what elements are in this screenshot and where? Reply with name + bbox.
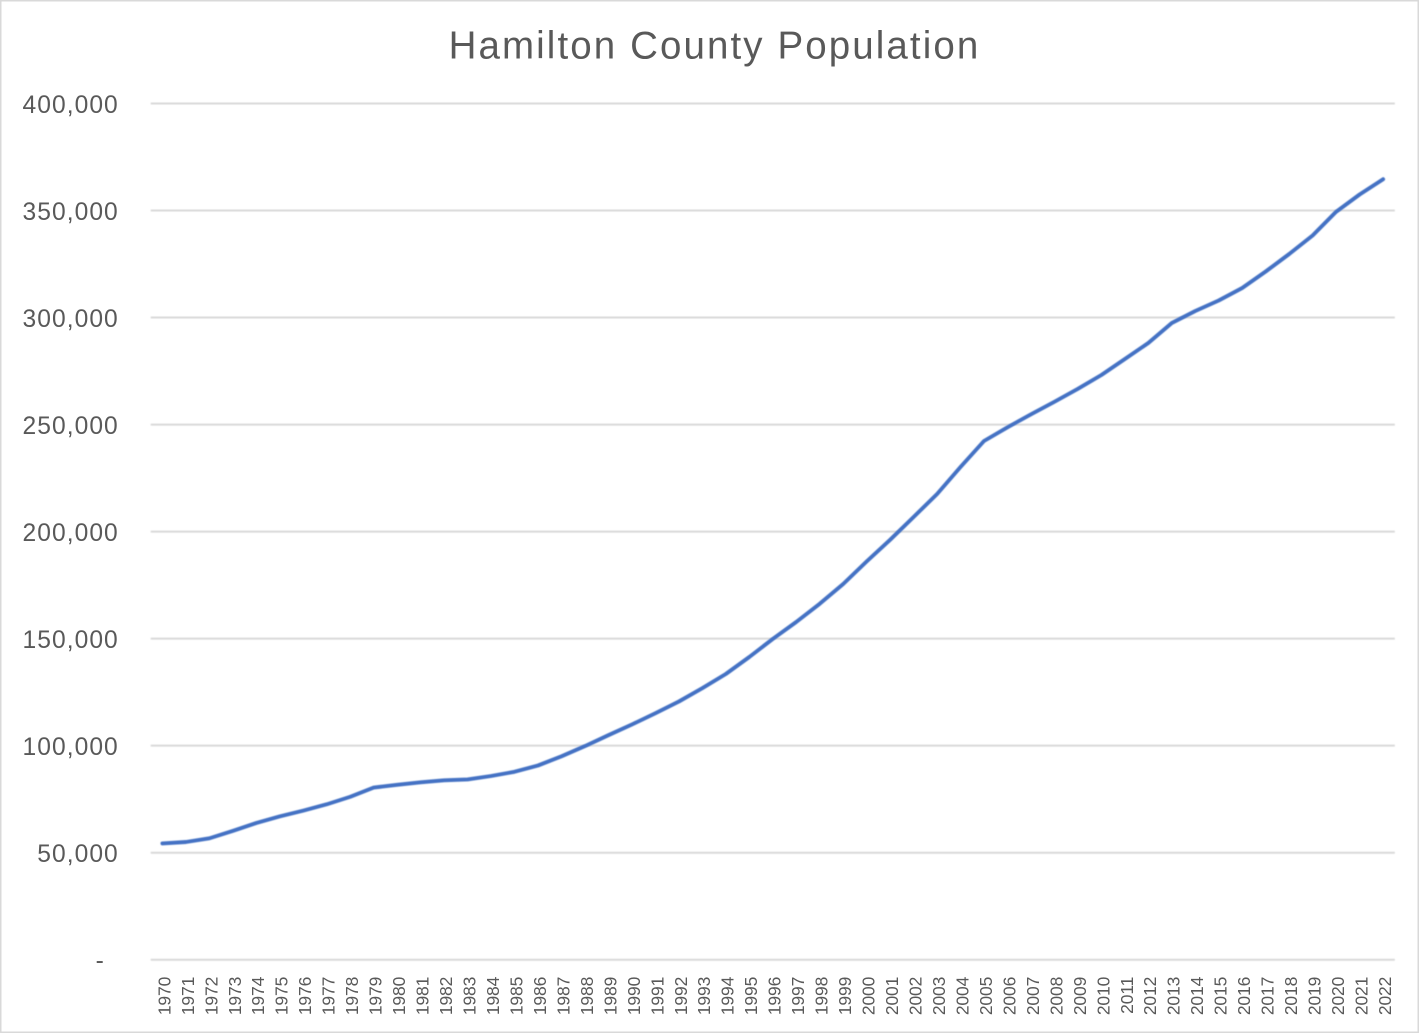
svg-text:Hamilton County Population: Hamilton County Population — [449, 25, 981, 68]
svg-text:2016: 2016 — [1234, 977, 1254, 1015]
svg-text:2006: 2006 — [999, 977, 1019, 1015]
svg-text:1998: 1998 — [812, 977, 832, 1015]
svg-text:1975: 1975 — [272, 977, 292, 1015]
svg-text:1976: 1976 — [295, 977, 315, 1015]
svg-text:1974: 1974 — [248, 976, 268, 1015]
svg-text:1972: 1972 — [201, 977, 221, 1015]
svg-text:1978: 1978 — [342, 977, 362, 1015]
svg-text:1993: 1993 — [694, 977, 714, 1015]
svg-text:2004: 2004 — [952, 976, 972, 1015]
svg-text:150,000: 150,000 — [23, 627, 119, 654]
svg-text:1989: 1989 — [600, 977, 620, 1015]
svg-text:200,000: 200,000 — [23, 520, 119, 547]
svg-text:2003: 2003 — [929, 977, 949, 1015]
svg-text:400,000: 400,000 — [23, 92, 119, 119]
svg-text:350,000: 350,000 — [23, 199, 119, 226]
svg-text:2019: 2019 — [1305, 977, 1325, 1015]
svg-text:1990: 1990 — [624, 976, 644, 1015]
svg-text:1988: 1988 — [577, 977, 597, 1015]
svg-text:1997: 1997 — [788, 977, 808, 1015]
svg-text:2020: 2020 — [1328, 976, 1348, 1015]
svg-text:2001: 2001 — [882, 977, 902, 1015]
svg-text:1987: 1987 — [553, 977, 573, 1015]
svg-text:2002: 2002 — [906, 977, 926, 1015]
svg-text:2022: 2022 — [1375, 977, 1395, 1015]
svg-text:1973: 1973 — [225, 977, 245, 1015]
svg-text:2010: 2010 — [1093, 976, 1113, 1015]
svg-text:2018: 2018 — [1281, 977, 1301, 1015]
svg-text:2007: 2007 — [1023, 977, 1043, 1015]
svg-text:50,000: 50,000 — [37, 841, 119, 868]
svg-text:1981: 1981 — [413, 977, 433, 1015]
svg-text:2009: 2009 — [1070, 977, 1090, 1015]
svg-text:2011: 2011 — [1117, 977, 1137, 1014]
svg-text:1985: 1985 — [506, 977, 526, 1015]
svg-text:1979: 1979 — [366, 977, 386, 1015]
svg-text:1991: 1991 — [647, 977, 667, 1015]
svg-text:2005: 2005 — [976, 977, 996, 1015]
svg-text:2000: 2000 — [859, 976, 879, 1015]
svg-text:2008: 2008 — [1046, 977, 1066, 1015]
svg-text:1977: 1977 — [319, 977, 339, 1015]
svg-text:2014: 2014 — [1187, 976, 1207, 1015]
svg-text:250,000: 250,000 — [23, 413, 119, 440]
svg-text:300,000: 300,000 — [23, 306, 119, 333]
svg-text:1999: 1999 — [835, 977, 855, 1015]
svg-text:-: - — [96, 947, 105, 974]
svg-text:2015: 2015 — [1211, 977, 1231, 1015]
svg-text:2021: 2021 — [1352, 977, 1372, 1015]
svg-text:1994: 1994 — [718, 976, 738, 1015]
svg-text:1983: 1983 — [460, 977, 480, 1015]
svg-text:1984: 1984 — [483, 976, 503, 1015]
svg-text:1986: 1986 — [530, 977, 550, 1015]
svg-text:2017: 2017 — [1258, 977, 1278, 1015]
svg-text:1971: 1971 — [178, 977, 198, 1015]
svg-text:1995: 1995 — [741, 977, 761, 1015]
svg-text:2013: 2013 — [1164, 977, 1184, 1015]
svg-text:1982: 1982 — [436, 977, 456, 1015]
svg-text:1996: 1996 — [765, 977, 785, 1015]
svg-text:2012: 2012 — [1140, 977, 1160, 1015]
svg-text:1970: 1970 — [154, 976, 174, 1015]
svg-text:1992: 1992 — [671, 977, 691, 1015]
svg-text:1980: 1980 — [389, 976, 409, 1015]
svg-text:100,000: 100,000 — [23, 734, 119, 761]
